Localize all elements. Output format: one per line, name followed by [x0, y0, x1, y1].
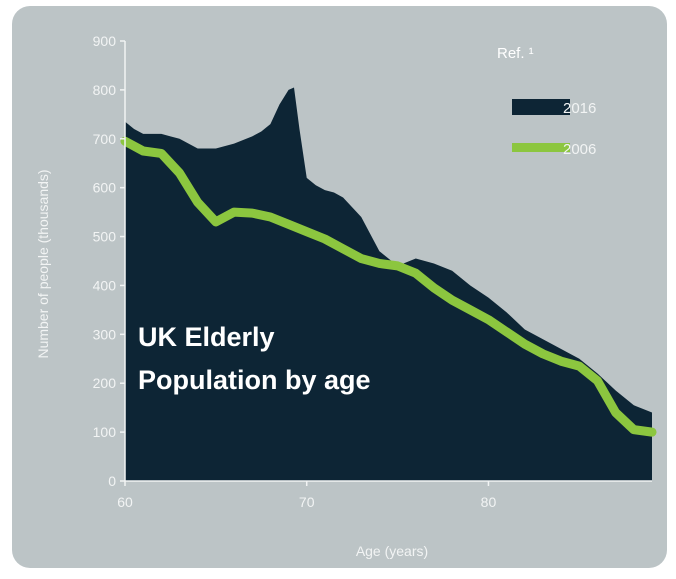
axes: 0 100 200 300 400 500 600 700 800 900 60 70 80	[93, 33, 652, 510]
x-tick-label: 60	[117, 494, 133, 510]
series-area-2016	[125, 87, 652, 481]
x-axis-title: Age (years)	[356, 543, 428, 559]
legend: 2016 2006	[512, 99, 596, 158]
y-tick-label: 900	[93, 33, 117, 49]
y-tick-label: 600	[93, 180, 117, 196]
chart-title-line-1: UK Elderly	[138, 322, 275, 352]
plot-area	[120, 87, 657, 481]
y-tick-label: 200	[93, 375, 117, 391]
reference-note: Ref. ¹	[497, 45, 534, 62]
series-line-2006	[120, 136, 657, 437]
x-tick-label: 70	[299, 494, 315, 510]
legend-swatch-2016	[512, 99, 570, 115]
x-tick-label: 80	[481, 494, 497, 510]
chart-card: 0 100 200 300 400 500 600 700 800 900 60 70 80 Numbe…	[12, 6, 667, 568]
y-tick-label: 400	[93, 277, 117, 293]
y-axis-title: Number of people (thousands)	[35, 169, 51, 358]
y-tick-label: 700	[93, 131, 117, 147]
y-tick-label: 300	[93, 326, 117, 342]
legend-label-2016: 2016	[563, 100, 596, 117]
y-tick-label: 0	[108, 473, 116, 489]
legend-swatch-2006	[512, 143, 570, 152]
y-tick-label: 800	[93, 82, 117, 98]
y-tick-label: 100	[93, 424, 117, 440]
legend-label-2006: 2006	[563, 141, 596, 158]
y-tick-label: 500	[93, 229, 117, 245]
chart-title-line-2: Population by age	[138, 365, 371, 395]
chart: 0 100 200 300 400 500 600 700 800 900 60 70 80 Numbe…	[35, 33, 657, 559]
